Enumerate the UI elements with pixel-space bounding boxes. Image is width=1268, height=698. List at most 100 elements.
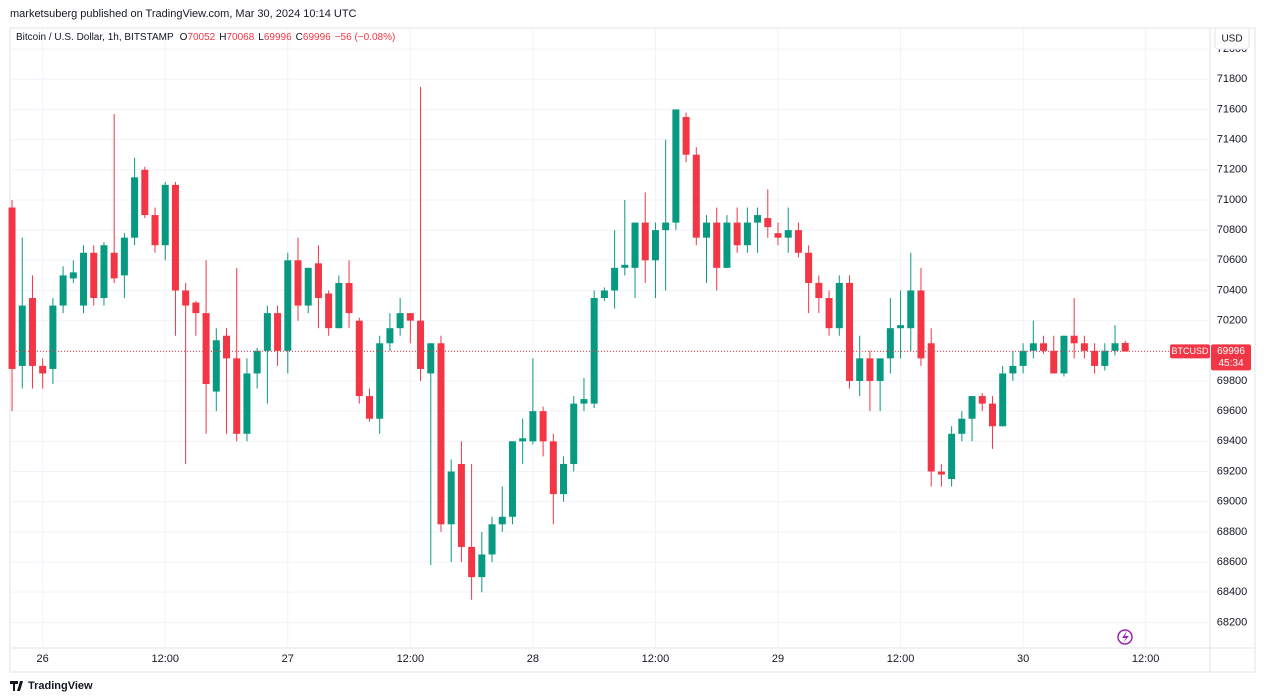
x-tick-label: 12:00: [1132, 653, 1160, 665]
currency-button[interactable]: [1214, 27, 1250, 50]
lightning-icon[interactable]: [1117, 629, 1133, 645]
candle-body: [958, 418, 966, 434]
candle-body: [8, 207, 16, 369]
candle-body: [978, 396, 986, 404]
symbol-tag: [1170, 344, 1210, 359]
candle-body: [713, 222, 721, 268]
candle-body: [49, 305, 57, 369]
legend-value: 69996: [303, 32, 331, 43]
candle-body: [202, 313, 210, 385]
candle-body: [835, 282, 843, 329]
candle-body: [794, 230, 802, 253]
candle-body: [376, 343, 384, 419]
candle-body: [1111, 343, 1119, 351]
candle-body: [856, 358, 864, 381]
candle-body: [1121, 342, 1129, 352]
candle-body: [580, 399, 588, 404]
legend-value: 69996: [264, 32, 292, 43]
candle-body: [304, 267, 312, 306]
y-tick-label: 68600: [1217, 556, 1248, 568]
y-tick-label: 71800: [1217, 73, 1248, 85]
candle-body: [549, 441, 557, 495]
candle-body: [468, 546, 476, 578]
candle-body: [590, 298, 598, 404]
candle-body: [396, 313, 404, 329]
candle-body: [621, 264, 629, 268]
y-tick-label: 70600: [1217, 254, 1248, 266]
last-price-tag: [1211, 344, 1251, 371]
candle-body: [161, 184, 169, 246]
candle-body: [703, 222, 711, 238]
candle-body: [427, 343, 435, 374]
candle-body: [948, 433, 956, 480]
legend-change: −56 (−0.08%): [335, 32, 396, 43]
candle-body: [662, 222, 670, 231]
candle-body: [263, 313, 271, 351]
candle-body: [999, 373, 1007, 427]
candle-body: [100, 245, 108, 299]
candle-body: [274, 313, 282, 351]
y-tick-label: 70200: [1217, 315, 1248, 327]
currency-label[interactable]: USD: [1221, 34, 1242, 45]
candle-body: [110, 252, 118, 279]
y-tick-label: 68800: [1217, 526, 1248, 538]
y-tick-label: 71200: [1217, 164, 1248, 176]
legend-letter: O: [180, 32, 188, 43]
candle-body: [243, 373, 251, 434]
x-tick-label: 27: [282, 653, 294, 665]
candle-body: [80, 252, 88, 306]
candle-body: [1070, 335, 1078, 344]
brand: TradingView: [10, 680, 93, 692]
candle-body: [641, 222, 649, 261]
legend-letter: H: [219, 32, 226, 43]
legend-value: 70052: [187, 32, 215, 43]
legend-letter: C: [296, 32, 303, 43]
legend-line: Bitcoin / U.S. Dollar, 1h, BITSTAMP O7005…: [16, 32, 395, 43]
candle-body: [1019, 350, 1027, 366]
candle-body: [519, 438, 527, 442]
candle-body: [611, 267, 619, 291]
candle-body: [886, 328, 894, 359]
candle-body: [335, 282, 343, 329]
candle-body: [560, 463, 568, 495]
candle-body: [1009, 365, 1017, 374]
candle-body: [1101, 350, 1109, 366]
brand-name: TradingView: [28, 680, 93, 692]
candle-body: [968, 396, 976, 419]
candle-body: [866, 358, 874, 381]
y-tick-label: 70800: [1217, 224, 1248, 236]
candle-body: [743, 222, 751, 246]
candle-body: [69, 272, 77, 279]
candle-body: [355, 320, 363, 397]
candle-body: [723, 222, 731, 268]
candle-body: [539, 411, 547, 442]
candle-body: [774, 233, 782, 238]
candle-body: [131, 177, 139, 238]
candle-body: [1080, 343, 1088, 351]
y-tick-label: 69000: [1217, 496, 1248, 508]
candle-body: [784, 230, 792, 238]
x-tick-label: 12:00: [642, 653, 670, 665]
legend-letter: L: [258, 32, 264, 43]
candle-body: [417, 320, 425, 369]
x-tick-label: 29: [772, 653, 784, 665]
candle-body: [325, 293, 333, 329]
candle-body: [917, 290, 925, 359]
candle-body: [120, 237, 128, 276]
axis-labels: 68200 68400 68600 68800 69000 69200 69400 69600…: [37, 43, 1251, 665]
legend-title: Bitcoin / U.S. Dollar, 1h, BITSTAMP: [16, 32, 174, 43]
y-tick-label: 71600: [1217, 103, 1248, 115]
y-tick-label: 71000: [1217, 194, 1248, 206]
candle-body: [386, 328, 394, 344]
candle-body: [825, 298, 833, 329]
candle-body: [488, 524, 496, 555]
candle-body: [345, 282, 353, 314]
candle-body: [1040, 343, 1048, 351]
x-tick-label: 12:00: [397, 653, 425, 665]
candle-body: [284, 260, 292, 351]
candle-body: [457, 463, 465, 547]
symbol-label: BTCUSD: [1171, 346, 1209, 356]
candle-body: [1050, 350, 1058, 374]
grid: [10, 28, 1210, 648]
